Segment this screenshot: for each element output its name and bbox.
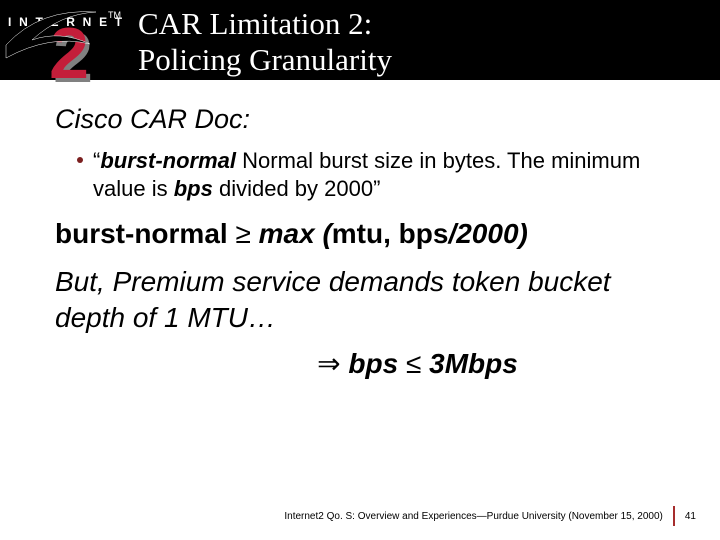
le-symbol: ≤ (406, 348, 421, 379)
conclusion-line: ⇒ bps ≤ 3Mbps (155, 347, 680, 380)
formula-open: ( (315, 218, 332, 249)
title-line-1: CAR Limitation 2: (138, 6, 392, 42)
bullet-end: divided by 2000” (213, 176, 381, 201)
slide-title: CAR Limitation 2: Policing Granularity (138, 6, 392, 77)
slide-body: Cisco CAR Doc: “burst-normal Normal burs… (55, 104, 680, 380)
formula-max: max (259, 218, 315, 249)
formula-line: burst-normal ≥ max (mtu, bps/2000) (55, 218, 680, 250)
formula-div: /2000 (448, 218, 518, 249)
doc-heading: Cisco CAR Doc: (55, 104, 680, 135)
footer-separator (673, 506, 675, 526)
ge-symbol: ≥ (235, 218, 250, 249)
formula-comma: , (383, 218, 399, 249)
formula-close: ) (519, 218, 528, 249)
title-line-2: Policing Granularity (138, 42, 392, 78)
bullet-marker (77, 157, 83, 163)
formula-lhs: burst-normal (55, 218, 228, 249)
implies-symbol: ⇒ (317, 348, 340, 379)
bullet-text: “burst-normal Normal burst size in bytes… (93, 147, 680, 202)
slide-footer: Internet2 Qo. S: Overview and Experience… (284, 506, 696, 526)
logo-digit: 2 (49, 14, 89, 94)
concl-bps: bps (341, 348, 406, 379)
internet2-logo: I N T E R N E T 2 2 TM (0, 0, 130, 95)
formula-mtu: mtu (332, 218, 383, 249)
premium-service-para: But, Premium service demands token bucke… (55, 264, 680, 337)
burst-normal-term: burst-normal (100, 148, 236, 173)
page-number: 41 (685, 511, 696, 522)
bps-term: bps (174, 176, 213, 201)
footer-text: Internet2 Qo. S: Overview and Experience… (284, 511, 663, 522)
concl-value: 3Mbps (421, 348, 517, 379)
formula-bps: bps (399, 218, 449, 249)
bullet-item: “burst-normal Normal burst size in bytes… (77, 147, 680, 202)
logo-tm: TM (108, 10, 121, 20)
